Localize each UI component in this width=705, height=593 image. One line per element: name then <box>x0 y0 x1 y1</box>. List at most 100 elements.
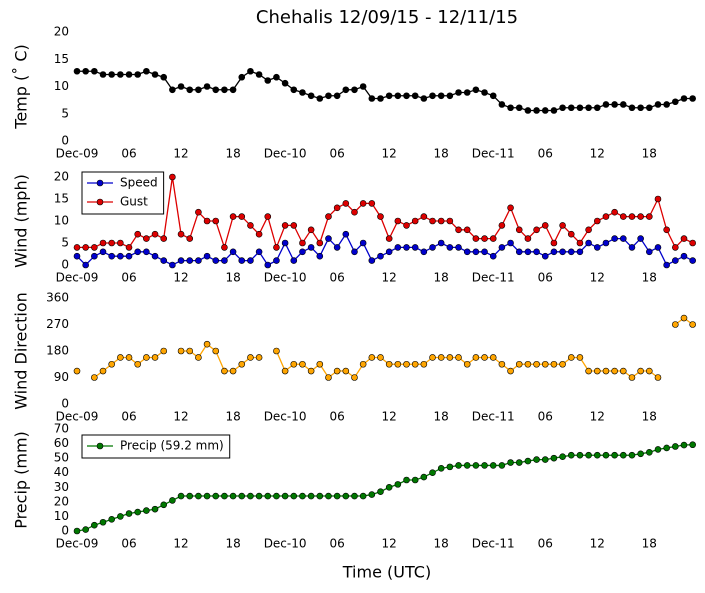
data-point <box>507 204 514 212</box>
x-tick-label: Dec-09 <box>56 271 99 285</box>
data-point <box>333 204 341 212</box>
y-tick-label: 10 <box>54 79 69 93</box>
data-point <box>533 226 540 234</box>
data-point <box>576 354 584 361</box>
data-point <box>533 360 540 368</box>
x-tick-label: 18 <box>642 410 657 424</box>
data-point <box>385 235 393 242</box>
data-point <box>567 104 575 112</box>
data-point <box>151 252 159 260</box>
x-tick-label: 12 <box>382 537 397 551</box>
data-point <box>73 367 81 375</box>
legend-label: Gust <box>120 195 148 209</box>
data-point <box>515 226 523 234</box>
data-point <box>333 244 341 251</box>
data-point <box>195 86 202 94</box>
x-tick-label: 12 <box>590 537 605 551</box>
data-point <box>134 360 141 368</box>
data-point <box>429 469 436 477</box>
data-point <box>689 441 696 449</box>
data-point <box>125 510 133 517</box>
data-point <box>637 235 644 242</box>
data-point <box>368 95 376 102</box>
data-point <box>160 347 168 355</box>
data-point <box>498 462 506 469</box>
data-point <box>290 86 298 94</box>
data-point <box>333 92 341 100</box>
data-point <box>325 92 332 100</box>
data-point <box>411 92 419 100</box>
data-point <box>559 222 566 229</box>
data-point <box>385 360 393 368</box>
data-point <box>567 451 575 459</box>
x-tick-label: Dec-11 <box>472 537 515 551</box>
data-point <box>472 354 480 361</box>
data-point <box>117 252 124 260</box>
data-point <box>255 354 263 361</box>
data-point <box>247 492 254 500</box>
data-point <box>489 235 497 242</box>
data-point <box>654 446 662 453</box>
data-point <box>247 222 254 229</box>
data-point <box>646 248 653 256</box>
series-line <box>77 176 693 250</box>
x-tick-label: 12 <box>590 147 605 161</box>
y-tick-label: 90 <box>54 370 69 384</box>
data-point <box>203 217 211 225</box>
data-point <box>73 252 81 260</box>
data-point <box>82 67 89 75</box>
x-tick-label: 06 <box>329 271 344 285</box>
data-point <box>437 239 445 247</box>
data-point <box>108 239 115 247</box>
data-point <box>455 244 462 251</box>
data-point <box>221 492 228 500</box>
data-point <box>273 492 280 500</box>
data-point <box>307 492 315 500</box>
data-point <box>646 213 653 220</box>
data-point <box>99 248 107 256</box>
data-point <box>602 101 610 108</box>
data-point <box>368 354 376 361</box>
data-point <box>316 360 324 368</box>
data-point <box>663 226 670 234</box>
legend-label: Precip (59.2 mm) <box>120 439 224 453</box>
data-point <box>593 244 601 251</box>
data-point <box>238 360 246 368</box>
x-tick-label: 12 <box>382 410 397 424</box>
data-point <box>602 239 610 247</box>
data-point <box>481 248 488 256</box>
data-point <box>264 213 272 220</box>
data-point <box>325 235 332 242</box>
data-point <box>377 95 384 102</box>
x-tick-label: 06 <box>538 410 553 424</box>
data-point <box>481 462 488 469</box>
data-point <box>359 83 367 90</box>
data-point <box>515 360 523 368</box>
data-point <box>541 107 549 114</box>
data-point <box>541 360 549 368</box>
data-point <box>264 261 272 269</box>
data-point <box>463 226 471 234</box>
data-point <box>672 257 679 264</box>
data-point <box>273 73 280 81</box>
data-point <box>429 244 436 251</box>
data-point <box>117 71 124 78</box>
data-point <box>437 92 445 100</box>
data-point <box>333 492 341 500</box>
data-point <box>654 101 662 108</box>
data-point <box>585 367 592 375</box>
data-point <box>680 95 688 102</box>
data-point <box>541 222 549 229</box>
y-tick-label: 0 <box>61 258 69 272</box>
data-point <box>73 527 81 535</box>
data-point <box>351 86 358 94</box>
data-point <box>307 92 315 100</box>
data-point <box>524 248 532 256</box>
data-point <box>663 101 670 108</box>
data-point <box>455 462 462 469</box>
y-tick-label: 180 <box>46 344 69 358</box>
data-point <box>472 86 480 94</box>
data-point <box>247 257 254 264</box>
data-point <box>541 456 549 463</box>
data-point <box>646 367 653 375</box>
